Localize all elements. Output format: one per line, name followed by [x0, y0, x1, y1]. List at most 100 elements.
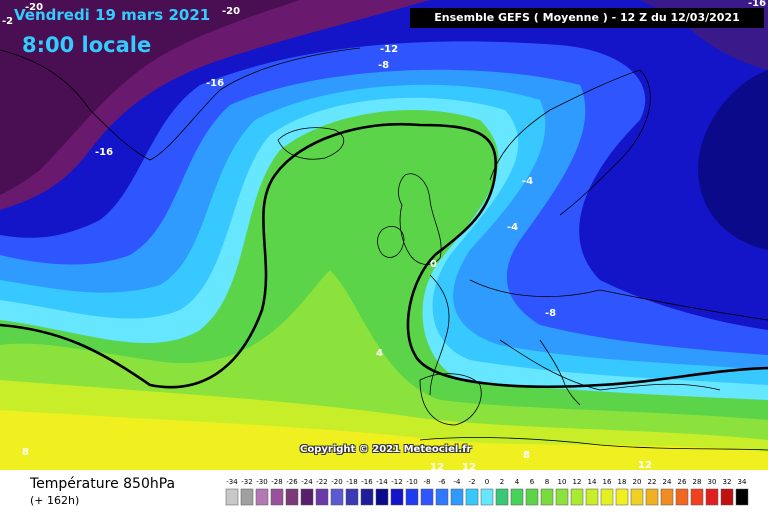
scale-swatch — [450, 488, 464, 506]
scale-swatch — [600, 488, 614, 506]
scale-tick-label: 30 — [708, 478, 717, 486]
scale-swatch — [405, 488, 419, 506]
scale-tick-label: -30 — [256, 478, 267, 486]
contour-label: 12 — [462, 462, 476, 470]
scale-tick-label: -2 — [469, 478, 476, 486]
uk-outline — [398, 173, 442, 265]
scale-tick-label: 14 — [588, 478, 597, 486]
scale-swatch — [495, 488, 509, 506]
scale-tick-label: 22 — [648, 478, 657, 486]
iberia-outline — [419, 373, 482, 426]
scale-swatch — [645, 488, 659, 506]
copyright-notice: Copyright © 2021 Meteociel.fr — [300, 444, 472, 455]
scale-tick-label: 0 — [485, 478, 489, 486]
scale-swatch — [360, 488, 374, 506]
contour-label: 4 — [376, 348, 383, 359]
band-dark-blue — [0, 0, 768, 330]
contour-label: -16 — [206, 78, 224, 89]
contour-label: -16 — [748, 0, 766, 9]
greenland-outline — [0, 47, 361, 161]
scale-tick-label: -10 — [406, 478, 417, 486]
contour-label: 8 — [22, 447, 29, 458]
scale-tick-label: -14 — [376, 478, 388, 486]
scale-swatch — [285, 488, 299, 506]
scale-swatch — [255, 488, 269, 506]
scale-swatch — [420, 488, 434, 506]
legend-title: Température 850hPa — [30, 476, 176, 492]
ireland-outline — [377, 226, 405, 258]
coastlines — [0, 47, 768, 451]
scale-tick-label: -16 — [361, 478, 373, 486]
temperature-map: -20 -20 -16 -2 -16 -12 -8 -4 -4 0 -8 4 8… — [0, 0, 768, 470]
contour-label: -16 — [95, 147, 113, 158]
contour-label: -4 — [522, 176, 533, 187]
scale-tick-label: 34 — [738, 478, 747, 486]
contour-label: 12 — [430, 462, 444, 470]
scale-tick-label: -28 — [271, 478, 282, 486]
scale-swatch — [270, 488, 284, 506]
europe-outline — [429, 274, 768, 396]
scale-swatch — [555, 488, 569, 506]
scale-tick-label: 8 — [545, 478, 549, 486]
scandinavia-outline — [489, 69, 651, 216]
scale-swatch — [675, 488, 689, 506]
scale-tick-label: -34 — [226, 478, 238, 486]
scale-tick-label: -20 — [331, 478, 342, 486]
italy-outline — [539, 339, 581, 406]
scale-swatch — [690, 488, 704, 506]
contour-label: 12 — [638, 460, 652, 470]
scale-swatch — [735, 488, 749, 506]
band-navy — [698, 0, 768, 250]
contour-label: 8 — [523, 450, 530, 461]
scale-swatch — [315, 488, 329, 506]
scale-tick-label: -26 — [286, 478, 298, 486]
band-dark-purple — [0, 0, 300, 195]
contour-label: -20 — [25, 2, 43, 13]
scale-swatch — [570, 488, 584, 506]
scale-tick-label: 28 — [693, 478, 702, 486]
contour-label: 0 — [430, 259, 437, 270]
contour-label: -12 — [380, 44, 398, 55]
scale-swatch — [375, 488, 389, 506]
africa-outline — [419, 437, 768, 451]
scale-swatch — [585, 488, 599, 506]
zero-isotherm — [0, 122, 768, 389]
scale-tick-label: 12 — [573, 478, 582, 486]
scale-swatch — [300, 488, 314, 506]
scale-tick-label: -12 — [391, 478, 402, 486]
contour-label: -2 — [2, 16, 13, 27]
scale-swatch — [615, 488, 629, 506]
scale-swatch — [225, 488, 239, 506]
scale-swatch — [435, 488, 449, 506]
scale-tick-label: 18 — [618, 478, 627, 486]
scale-swatch — [630, 488, 644, 506]
scale-tick-label: 26 — [678, 478, 687, 486]
color-scale: -34 -32 -30 -28 -26 -24 -22 -20 -18 -16 -14 -12 -10-… — [225, 478, 749, 506]
scale-swatch — [330, 488, 344, 506]
scale-tick-label: -32 — [241, 478, 252, 486]
forecast-date: Vendredi 19 mars 2021 — [14, 6, 211, 24]
scale-tick-label: 20 — [633, 478, 642, 486]
scale-swatch — [705, 488, 719, 506]
ensemble-run-info: Ensemble GEFS ( Moyenne ) - 12 Z du 12/0… — [410, 8, 764, 28]
scale-tick-label: 6 — [530, 478, 535, 486]
scale-swatch — [660, 488, 674, 506]
scale-tick-label: 32 — [723, 478, 732, 486]
iceland-outline — [277, 127, 345, 160]
legend-subtitle: (+ 162h) — [30, 494, 80, 507]
scale-swatch — [525, 488, 539, 506]
scale-tick-label: 10 — [558, 478, 567, 486]
contour-label: -8 — [378, 60, 389, 71]
scale-swatch — [390, 488, 404, 506]
contour-label: -20 — [222, 6, 240, 17]
scale-swatch — [510, 488, 524, 506]
scale-tick-label: -6 — [439, 478, 447, 486]
contour-label: -8 — [545, 308, 556, 319]
scale-swatch — [480, 488, 494, 506]
scale-swatch — [240, 488, 254, 506]
scale-tick-label: 2 — [500, 478, 504, 486]
scale-tick-label: -8 — [424, 478, 431, 486]
scale-tick-label: 24 — [663, 478, 672, 486]
scale-swatch — [465, 488, 479, 506]
